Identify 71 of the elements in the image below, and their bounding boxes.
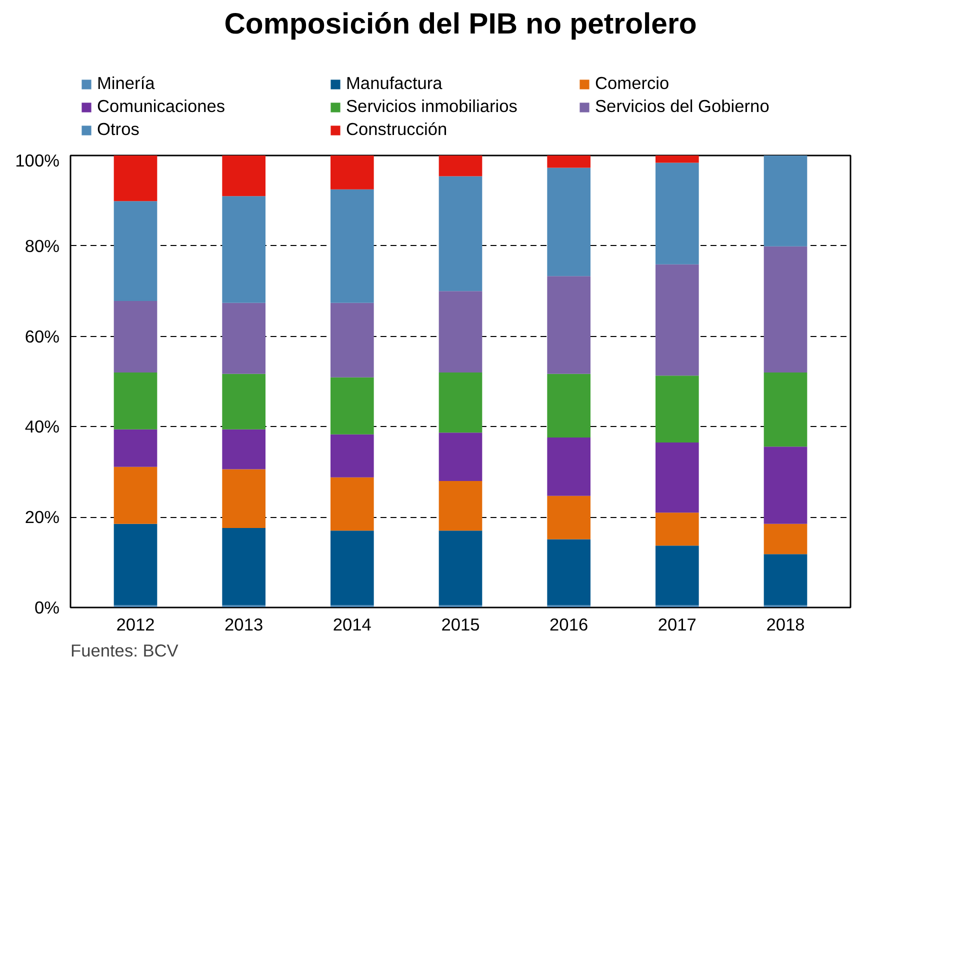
legend-label: Comunicaciones <box>97 96 226 117</box>
bar <box>764 156 808 246</box>
y-tick-label: 40% <box>24 416 60 437</box>
bar <box>656 442 699 513</box>
bar <box>547 374 590 438</box>
legend-label: Servicios inmobiliarios <box>346 96 518 117</box>
bar <box>222 374 266 430</box>
x-tick-label: 2017 <box>658 614 696 634</box>
y-tick-label: 0% <box>34 598 60 618</box>
bar <box>764 246 808 372</box>
bar <box>656 512 699 546</box>
bar <box>222 528 266 606</box>
bar <box>114 301 158 372</box>
bar <box>764 446 808 524</box>
x-tick-label: 2018 <box>766 614 805 634</box>
legend-label: Construcción <box>346 119 448 140</box>
bar <box>438 530 482 606</box>
bar <box>764 372 808 447</box>
bar <box>438 291 482 372</box>
bar <box>222 469 266 528</box>
bar <box>656 162 699 264</box>
bar <box>114 429 158 467</box>
bar <box>438 480 482 531</box>
legend-label: Comercio <box>595 73 670 94</box>
bar <box>330 156 374 190</box>
bar <box>656 376 699 443</box>
bar <box>438 432 482 481</box>
bar <box>547 156 590 168</box>
y-tick-label: 100% <box>15 150 60 170</box>
bar <box>222 156 266 196</box>
bar <box>438 176 482 292</box>
y-tick-label: 60% <box>24 326 60 346</box>
legend-label: Manufactura <box>346 73 444 94</box>
bar <box>330 189 374 303</box>
bar <box>114 524 158 606</box>
x-tick-label: 2013 <box>224 614 264 634</box>
y-tick-label: 20% <box>24 507 60 528</box>
x-tick-label: 2015 <box>441 614 480 634</box>
bar <box>114 156 158 202</box>
bar <box>547 496 590 540</box>
bar <box>764 554 808 606</box>
legend-label: Otros <box>97 119 140 140</box>
bar <box>222 429 266 470</box>
bar <box>114 466 158 524</box>
bar <box>330 477 374 531</box>
chart-title: Composición del PIB no petrolero <box>224 8 697 40</box>
bar <box>547 438 590 496</box>
bar <box>330 377 374 434</box>
bar <box>222 302 266 374</box>
x-tick-label: 2012 <box>116 614 155 634</box>
bar <box>438 372 482 433</box>
legend-label: Servicios del Gobierno <box>595 96 770 117</box>
bar <box>330 530 374 606</box>
bar <box>656 546 699 606</box>
bar <box>222 196 266 303</box>
bar <box>330 434 374 478</box>
bar <box>547 539 590 606</box>
bar <box>547 276 590 374</box>
bar <box>114 201 158 302</box>
bar <box>656 156 699 163</box>
bar <box>438 156 482 176</box>
x-tick-label: 2016 <box>550 614 588 634</box>
bar <box>656 264 699 376</box>
y-tick-label: 80% <box>24 236 60 256</box>
bar <box>114 372 158 430</box>
bar <box>547 168 590 276</box>
bar <box>764 524 808 554</box>
x-tick-label: 2014 <box>332 614 372 634</box>
bar <box>330 302 374 378</box>
legend-label: Minería <box>97 73 156 94</box>
source-note: Fuentes: BCV <box>70 640 179 660</box>
